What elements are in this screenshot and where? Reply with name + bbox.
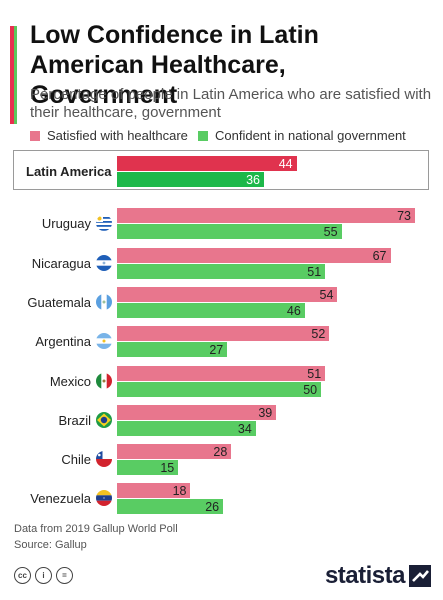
statista-logo-mark-icon — [409, 565, 431, 587]
value-label-brazil-government: 34 — [237, 422, 252, 436]
title-accent-bar — [10, 26, 17, 124]
value-label-venezuela-government: 26 — [205, 500, 220, 514]
latin-america-highlight-box — [13, 150, 429, 190]
value-label-argentina-government: 27 — [209, 343, 224, 357]
attribution-icon: i — [35, 567, 52, 584]
bar-chile-healthcare — [117, 444, 232, 459]
category-label-nicaragua: Nicaragua — [31, 256, 91, 271]
bar-venezuela-healthcare — [117, 483, 191, 498]
legend-swatch-government — [198, 130, 208, 141]
bar-mexico-government — [117, 382, 322, 397]
argentina-flag-icon — [96, 333, 112, 349]
value-label-uruguay-healthcare: 73 — [397, 209, 411, 223]
category-label-argentina: Argentina — [35, 334, 91, 349]
statista-logo-text: statista — [324, 562, 406, 589]
category-label-venezuela: Venezuela — [30, 491, 91, 506]
bar-uruguay-healthcare — [117, 208, 415, 223]
statista-logo: statista — [325, 562, 431, 590]
bar-guatemala-government — [117, 303, 305, 318]
brazil-flag-icon — [96, 412, 112, 428]
bar-latin-america-healthcare — [117, 156, 297, 171]
value-label-venezuela-healthcare: 18 — [172, 484, 187, 498]
category-label-guatemala: Guatemala — [27, 295, 91, 310]
value-label-guatemala-government: 46 — [286, 304, 301, 318]
legend-item-healthcare: Satisfied with healthcare — [30, 128, 188, 143]
page-title: Low Confidence in Latin American Healthc… — [30, 21, 319, 109]
source-label: Source: Gallup — [14, 539, 87, 551]
page-subtitle: Percentage of people in Latin America wh… — [30, 86, 432, 121]
accent-red-stripe — [10, 26, 14, 124]
accent-green-stripe — [14, 26, 17, 124]
value-label-argentina-healthcare: 52 — [311, 327, 326, 341]
bar-nicaragua-healthcare — [117, 248, 391, 263]
data-note: Data from 2019 Gallup World Poll — [14, 523, 178, 535]
value-label-chile-healthcare: 28 — [213, 445, 228, 459]
no-derivatives-icon: = — [56, 567, 73, 584]
guatemala-flag-icon — [96, 294, 112, 310]
value-label-nicaragua-healthcare: 67 — [372, 249, 387, 263]
bar-mexico-healthcare — [117, 366, 326, 381]
bar-chile-government — [117, 460, 179, 475]
license-icons: cc i = — [14, 567, 73, 584]
bar-argentina-healthcare — [117, 326, 330, 341]
value-label-mexico-healthcare: 51 — [307, 367, 322, 381]
bar-brazil-healthcare — [117, 405, 277, 420]
bar-uruguay-government — [117, 224, 342, 239]
bar-latin-america-government — [117, 172, 264, 187]
legend-item-government: Confident in national government — [198, 128, 406, 143]
value-label-guatemala-healthcare: 54 — [319, 288, 334, 302]
bar-guatemala-healthcare — [117, 287, 338, 302]
value-label-uruguay-government: 55 — [323, 225, 338, 239]
uruguay-flag-icon — [96, 215, 112, 231]
bar-argentina-government — [117, 342, 228, 357]
bar-brazil-government — [117, 421, 256, 436]
bar-nicaragua-government — [117, 264, 326, 279]
venezuela-flag-icon — [96, 490, 112, 506]
chart-legend: Satisfied with healthcare Confident in n… — [30, 128, 440, 146]
creative-commons-icon: cc — [14, 567, 31, 584]
category-label-uruguay: Uruguay — [41, 216, 91, 231]
value-label-nicaragua-government: 51 — [307, 265, 322, 279]
category-label-brazil: Brazil — [58, 413, 91, 428]
category-label-mexico: Mexico — [49, 374, 91, 389]
category-label-chile: Chile — [61, 452, 91, 467]
value-label-latin-america-government: 36 — [246, 173, 260, 187]
nicaragua-flag-icon — [96, 255, 112, 271]
bar-venezuela-government — [117, 499, 224, 514]
category-label-latin-america: Latin America — [26, 164, 112, 179]
chile-flag-icon — [96, 451, 112, 467]
legend-label-government: Confident in national government — [215, 128, 406, 143]
legend-label-healthcare: Satisfied with healthcare — [47, 128, 188, 143]
value-label-latin-america-healthcare: 44 — [278, 157, 293, 171]
mexico-flag-icon — [96, 373, 112, 389]
value-label-chile-government: 15 — [160, 461, 175, 475]
legend-swatch-healthcare — [30, 130, 40, 141]
value-label-mexico-government: 50 — [303, 383, 318, 397]
value-label-brazil-healthcare: 39 — [258, 406, 273, 420]
